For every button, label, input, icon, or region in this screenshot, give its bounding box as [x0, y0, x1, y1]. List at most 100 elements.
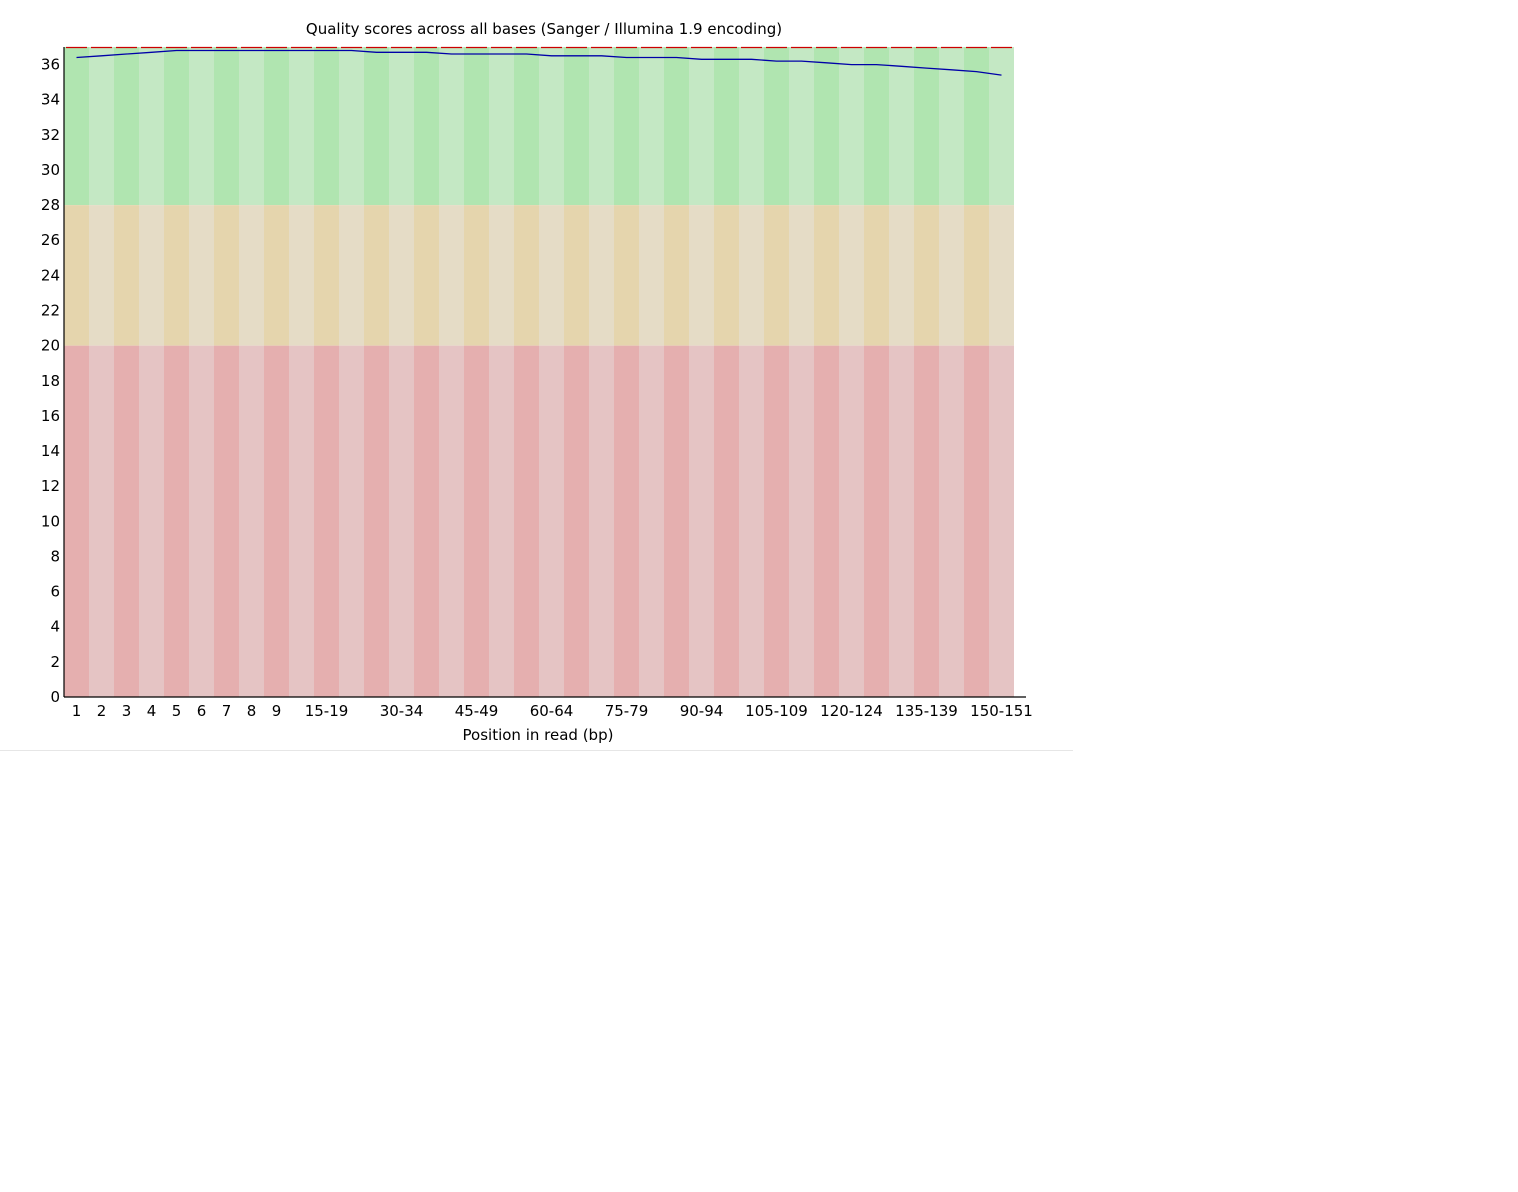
band-good-col-11 — [314, 47, 339, 206]
band-reasonable-col-16 — [439, 205, 464, 346]
band-poor-col-5 — [164, 345, 189, 697]
band-good-col-8 — [239, 47, 264, 206]
x-tick-1: 1 — [72, 702, 82, 720]
y-tick-26: 26 — [41, 231, 60, 249]
band-reasonable-col-24 — [639, 205, 664, 346]
band-good-col-31 — [814, 47, 839, 206]
band-reasonable-col-23 — [614, 205, 639, 346]
y-tick-0: 0 — [50, 688, 60, 706]
band-good-col-38 — [989, 47, 1014, 206]
band-good-col-4 — [139, 47, 164, 206]
band-good-col-3 — [114, 47, 139, 206]
band-poor-col-15 — [414, 345, 439, 697]
y-tick-18: 18 — [41, 372, 60, 390]
x-tick-9: 9 — [272, 702, 282, 720]
x-tick-135-139: 135-139 — [895, 702, 958, 720]
band-good-col-36 — [939, 47, 964, 206]
y-tick-6: 6 — [50, 583, 60, 601]
band-poor-col-27 — [714, 345, 739, 697]
band-poor-col-19 — [514, 345, 539, 697]
band-good-col-16 — [439, 47, 464, 206]
y-tick-12: 12 — [41, 477, 60, 495]
band-poor-col-9 — [264, 345, 289, 697]
x-tick-7: 7 — [222, 702, 232, 720]
y-tick-10: 10 — [41, 512, 60, 530]
band-reasonable-col-28 — [739, 205, 764, 346]
band-poor-col-6 — [189, 345, 214, 697]
band-good-col-35 — [914, 47, 939, 206]
band-poor-col-23 — [614, 345, 639, 697]
band-poor-col-33 — [864, 345, 889, 697]
band-reasonable-col-8 — [239, 205, 264, 346]
axes — [63, 47, 1026, 698]
band-poor-col-10 — [289, 345, 314, 697]
band-poor-col-26 — [689, 345, 714, 697]
y-tick-30: 30 — [41, 161, 60, 179]
band-reasonable-col-20 — [539, 205, 564, 346]
band-good-col-24 — [639, 47, 664, 206]
y-tick-36: 36 — [41, 56, 60, 74]
y-tick-20: 20 — [41, 337, 60, 355]
band-poor-col-7 — [214, 345, 239, 697]
band-reasonable-col-7 — [214, 205, 239, 346]
band-good-col-19 — [514, 47, 539, 206]
x-tick-5: 5 — [172, 702, 182, 720]
mean-quality-line — [76, 49, 1002, 76]
band-good-col-14 — [389, 47, 414, 206]
band-good-col-18 — [489, 47, 514, 206]
y-tick-28: 28 — [41, 196, 60, 214]
band-good-col-27 — [714, 47, 739, 206]
band-reasonable-col-17 — [464, 205, 489, 346]
band-good-col-20 — [539, 47, 564, 206]
band-reasonable-col-1 — [64, 205, 89, 346]
x-tick-90-94: 90-94 — [680, 702, 724, 720]
band-reasonable-col-2 — [89, 205, 114, 346]
band-reasonable-col-13 — [364, 205, 389, 346]
band-poor-col-16 — [439, 345, 464, 697]
band-poor-col-38 — [989, 345, 1014, 697]
band-good-col-34 — [889, 47, 914, 206]
band-reasonable-col-3 — [114, 205, 139, 346]
band-poor-col-14 — [389, 345, 414, 697]
x-tick-15-19: 15-19 — [305, 702, 349, 720]
band-reasonable-col-35 — [914, 205, 939, 346]
band-poor-col-1 — [64, 345, 89, 697]
band-poor-col-8 — [239, 345, 264, 697]
band-good-col-6 — [189, 47, 214, 206]
band-reasonable-col-32 — [839, 205, 864, 346]
band-reasonable-col-14 — [389, 205, 414, 346]
x-tick-labels: 1 2 3 4 5 6 7 8 9 15-19 30-34 45-49 60-64 75-79 90-94 1… — [72, 702, 1033, 720]
x-tick-75-79: 75-79 — [605, 702, 649, 720]
y-tick-34: 34 — [41, 91, 60, 109]
bottom-divider — [0, 750, 1073, 751]
mean-line-group — [76, 49, 1002, 76]
band-good-col-26 — [689, 47, 714, 206]
band-poor-col-18 — [489, 345, 514, 697]
band-good-col-33 — [864, 47, 889, 206]
band-good-col-1 — [64, 47, 89, 206]
band-good-col-28 — [739, 47, 764, 206]
band-reasonable-col-18 — [489, 205, 514, 346]
band-good-col-5 — [164, 47, 189, 206]
chart-title: Quality scores across all bases (Sanger … — [306, 20, 782, 38]
band-reasonable-col-36 — [939, 205, 964, 346]
band-reasonable-col-27 — [714, 205, 739, 346]
x-tick-2: 2 — [97, 702, 107, 720]
band-reasonable-col-15 — [414, 205, 439, 346]
band-reasonable-col-37 — [964, 205, 989, 346]
band-poor-col-28 — [739, 345, 764, 697]
x-tick-60-64: 60-64 — [530, 702, 574, 720]
band-poor-col-12 — [339, 345, 364, 697]
band-reasonable-col-5 — [164, 205, 189, 346]
band-reasonable-col-9 — [264, 205, 289, 346]
band-reasonable-col-4 — [139, 205, 164, 346]
band-poor-col-29 — [764, 345, 789, 697]
band-good-col-12 — [339, 47, 364, 206]
band-reasonable-col-38 — [989, 205, 1014, 346]
y-tick-14: 14 — [41, 442, 60, 460]
band-poor-col-30 — [789, 345, 814, 697]
band-reasonable-col-31 — [814, 205, 839, 346]
quality-bands — [64, 47, 1014, 697]
